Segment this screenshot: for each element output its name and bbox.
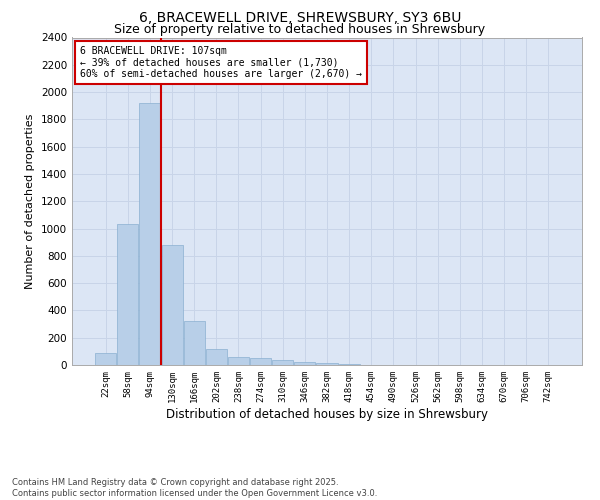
Text: 6 BRACEWELL DRIVE: 107sqm
← 39% of detached houses are smaller (1,730)
60% of se: 6 BRACEWELL DRIVE: 107sqm ← 39% of detac… (80, 46, 362, 79)
Y-axis label: Number of detached properties: Number of detached properties (25, 114, 35, 289)
Bar (161, 245, 182, 365)
Text: Size of property relative to detached houses in Shrewsbury: Size of property relative to detached ho… (115, 24, 485, 36)
Bar (295, 362, 316, 365)
Bar (316, 364, 338, 365)
Bar (184, 322, 205, 365)
Bar (139, 103, 160, 365)
X-axis label: Distribution of detached houses by size in Shrewsbury: Distribution of detached houses by size … (166, 408, 488, 420)
Bar (95, 354, 116, 365)
Bar (228, 358, 249, 365)
Bar (250, 358, 271, 365)
Bar (272, 360, 293, 365)
Bar (338, 364, 359, 365)
Text: 6, BRACEWELL DRIVE, SHREWSBURY, SY3 6BU: 6, BRACEWELL DRIVE, SHREWSBURY, SY3 6BU (139, 12, 461, 26)
Bar (206, 350, 227, 365)
Bar (118, 224, 139, 365)
Text: Contains HM Land Registry data © Crown copyright and database right 2025.
Contai: Contains HM Land Registry data © Crown c… (12, 478, 377, 498)
